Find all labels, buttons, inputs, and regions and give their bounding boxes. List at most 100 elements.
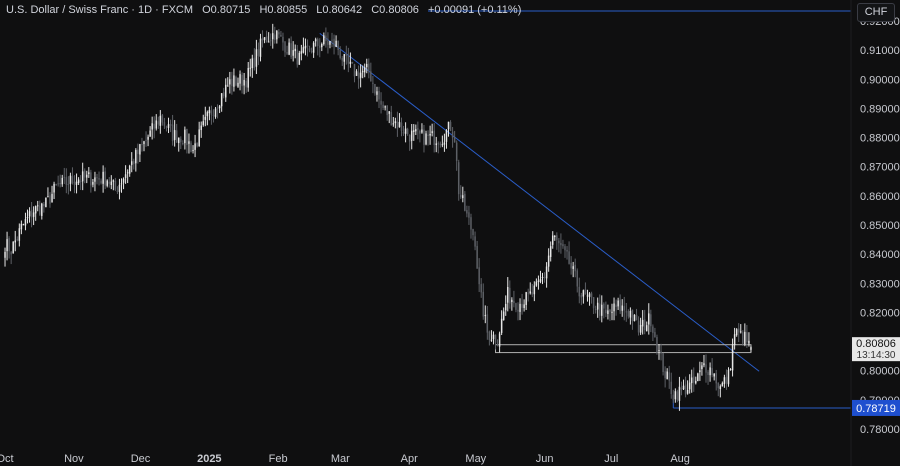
candle — [402, 125, 405, 136]
candle — [676, 389, 679, 403]
candle — [699, 361, 701, 381]
candle — [549, 241, 552, 262]
candle — [45, 197, 47, 208]
candle — [180, 136, 182, 149]
candle — [65, 168, 68, 194]
candle — [582, 289, 585, 304]
candle — [288, 38, 290, 56]
candle — [678, 376, 681, 411]
candle — [711, 358, 713, 378]
candle — [723, 374, 726, 388]
candle — [554, 234, 556, 241]
y-tick-label: 0.83000 — [860, 278, 900, 290]
candle — [192, 145, 194, 154]
candle — [566, 246, 568, 260]
candle — [196, 142, 198, 148]
candle — [216, 104, 219, 119]
candle — [703, 354, 705, 368]
candle — [725, 369, 728, 390]
candle — [476, 240, 478, 269]
candle — [731, 338, 734, 377]
candle — [241, 72, 243, 94]
y-tick-label: 0.78000 — [860, 424, 900, 436]
candle — [705, 354, 707, 383]
y-tick-label: 0.80000 — [860, 366, 900, 378]
ohlc-change: +0.00091 (+0.11%) — [428, 4, 522, 16]
candle — [545, 262, 548, 288]
candle — [435, 136, 437, 153]
candle — [188, 133, 190, 154]
candle — [157, 116, 160, 129]
candle — [8, 236, 10, 259]
candle — [159, 110, 162, 134]
candle — [570, 256, 572, 275]
candle — [413, 124, 415, 141]
currency-button[interactable]: CHF — [857, 3, 895, 22]
candle — [198, 121, 200, 147]
candle — [173, 120, 176, 147]
candle — [43, 202, 45, 213]
candle — [145, 131, 147, 147]
candle — [748, 332, 750, 347]
candle — [690, 369, 693, 393]
candle — [298, 50, 301, 65]
symbol-header: U.S. Dollar / Swiss Franc · 1D · FXCM O0… — [6, 4, 527, 16]
candle — [208, 106, 211, 121]
candle — [433, 123, 435, 153]
candle — [688, 374, 691, 394]
candle — [59, 174, 61, 188]
candle — [47, 187, 49, 198]
candle — [652, 324, 654, 341]
low-level-badge — [852, 399, 900, 416]
candle — [406, 127, 409, 136]
candle — [335, 35, 337, 48]
candle — [466, 205, 468, 218]
candle — [656, 334, 658, 355]
y-tick-label: 0.90000 — [860, 74, 900, 86]
candle — [267, 32, 270, 43]
candle — [556, 232, 558, 250]
y-tick-label: 0.86000 — [860, 191, 900, 203]
candle — [498, 331, 501, 353]
candle — [327, 32, 329, 54]
candle — [431, 123, 433, 137]
candle — [419, 129, 421, 143]
candle — [425, 130, 427, 146]
candle — [474, 231, 476, 251]
candle — [73, 175, 76, 194]
candle — [57, 175, 59, 187]
descending-trendline[interactable] — [319, 32, 760, 372]
y-tick-label: 0.87000 — [860, 162, 900, 174]
candle — [149, 126, 151, 137]
candle — [36, 200, 39, 212]
candle — [607, 304, 609, 320]
candle — [670, 372, 673, 399]
candle — [190, 140, 192, 153]
candle — [386, 105, 388, 121]
x-tick-label: Aug — [670, 453, 690, 465]
candle — [151, 116, 153, 140]
candle — [537, 275, 540, 290]
candle — [165, 125, 168, 132]
candle — [605, 301, 607, 318]
candle — [22, 223, 25, 226]
candle — [175, 123, 178, 143]
candle — [349, 52, 352, 68]
x-tick-label: Dec — [131, 453, 151, 465]
candle — [39, 200, 41, 216]
candle — [601, 295, 603, 323]
countdown-label: 13:14:30 — [857, 350, 896, 361]
support-zone[interactable] — [495, 344, 752, 354]
candle — [4, 247, 6, 267]
candle — [447, 121, 450, 137]
candle — [331, 32, 333, 48]
candle — [302, 37, 305, 54]
symbol-title[interactable]: U.S. Dollar / Swiss Franc · 1D · FXCM — [6, 4, 194, 16]
candle — [390, 105, 393, 126]
candle — [707, 369, 709, 385]
candle — [421, 123, 423, 134]
candle — [212, 109, 215, 123]
candle — [682, 379, 685, 391]
